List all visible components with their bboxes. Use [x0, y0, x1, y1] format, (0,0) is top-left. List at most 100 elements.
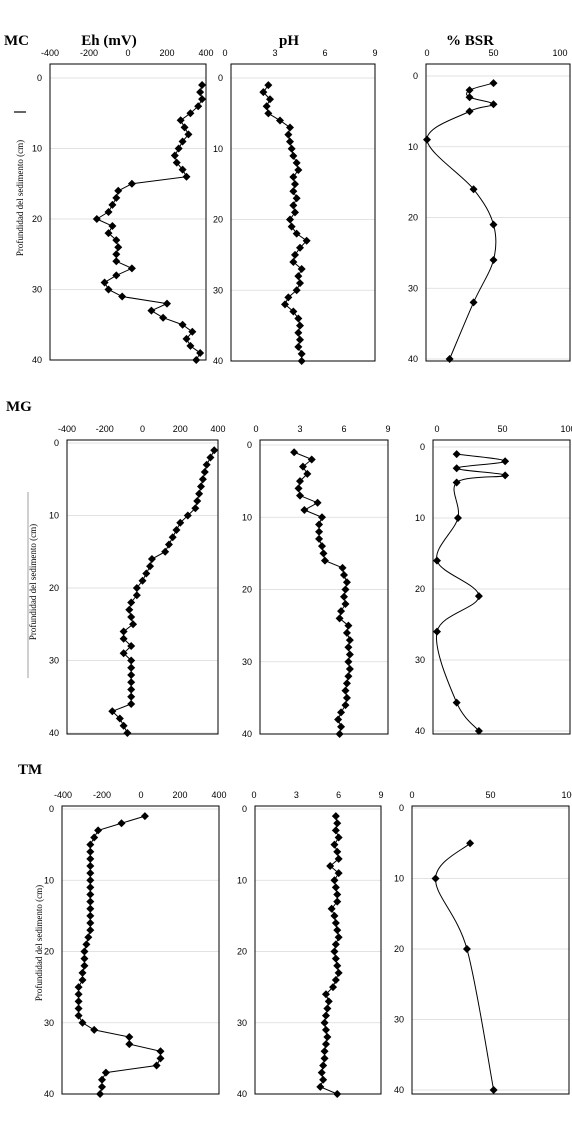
data-point	[342, 693, 351, 702]
data-point	[345, 650, 354, 659]
x-tick-label: 3	[294, 790, 299, 800]
plot-frame	[61, 805, 220, 1095]
data-point	[331, 826, 340, 835]
site-label-tm: TM	[18, 762, 42, 778]
data-point	[452, 478, 461, 487]
panel-mg-eh: -400 -200 0 200 400 0 10 20 30 40	[49, 424, 226, 738]
y-tick-label: 40	[415, 726, 425, 736]
data-point	[331, 976, 340, 984]
data-point	[184, 130, 193, 139]
data-point	[86, 919, 95, 927]
data-point	[331, 954, 340, 963]
data-point	[74, 1011, 83, 1020]
data-point	[292, 194, 301, 203]
data-point	[161, 547, 170, 556]
x-tick-label: -200	[93, 790, 111, 800]
data-point	[344, 672, 353, 681]
data-point	[289, 257, 298, 266]
data-point	[90, 1025, 99, 1034]
data-point	[320, 1054, 329, 1063]
data-point	[127, 671, 136, 679]
data-point	[315, 527, 324, 536]
data-point	[104, 207, 113, 216]
data-point	[330, 840, 339, 849]
data-point	[80, 954, 89, 963]
data-point	[501, 457, 510, 466]
data-point	[296, 477, 304, 486]
data-point	[112, 250, 121, 259]
data-point	[489, 100, 498, 109]
data-point	[320, 1018, 329, 1027]
data-point	[489, 1086, 498, 1094]
data-point	[86, 869, 95, 878]
data-point	[331, 812, 340, 821]
y-tick-label: 10	[213, 144, 223, 154]
series-line	[293, 451, 351, 735]
data-point	[127, 685, 136, 694]
data-point	[320, 1047, 329, 1056]
data-point	[119, 721, 128, 730]
data-point	[431, 874, 440, 883]
data-point	[147, 306, 156, 315]
data-point	[292, 286, 301, 295]
x-tick-label: 0	[251, 790, 256, 800]
data-point	[338, 563, 347, 572]
data-point	[191, 504, 200, 513]
data-point	[474, 727, 483, 735]
data-point	[296, 491, 304, 500]
data-point	[147, 555, 156, 563]
data-point	[178, 320, 187, 329]
data-point	[344, 643, 353, 652]
data-point	[101, 1068, 110, 1077]
data-point	[294, 342, 303, 351]
data-point	[289, 173, 298, 182]
y-tick-label: 20	[32, 214, 42, 224]
x-tick-label: 50	[485, 790, 495, 800]
data-point	[174, 144, 183, 153]
data-point	[202, 460, 211, 469]
data-point	[78, 968, 87, 977]
data-point	[86, 883, 95, 892]
data-point	[206, 453, 215, 462]
y-tick-label: 30	[44, 1018, 54, 1028]
plot-frame	[49, 63, 207, 361]
data-point	[86, 862, 95, 870]
data-point	[170, 151, 179, 160]
data-point	[469, 298, 478, 307]
data-point	[159, 313, 168, 322]
data-point	[297, 357, 306, 365]
data-point	[104, 229, 113, 238]
series-line	[426, 82, 497, 360]
y-tick-label: 0	[413, 71, 418, 81]
data-point	[182, 334, 191, 343]
data-point	[132, 591, 141, 600]
data-point	[316, 1082, 325, 1091]
data-point	[319, 549, 328, 558]
data-point	[337, 708, 346, 717]
data-point	[331, 883, 340, 892]
data-point	[84, 933, 93, 942]
x-tick-label: 200	[159, 48, 174, 58]
y-tick-label: 10	[394, 874, 404, 884]
data-point	[183, 511, 192, 520]
header-bsr: % BSR	[446, 33, 494, 49]
x-tick-label: 0	[125, 48, 130, 58]
data-point	[198, 475, 207, 484]
site-label-mc: MC	[4, 33, 29, 49]
data-point	[341, 701, 350, 710]
data-point	[326, 862, 335, 870]
y-tick-label: 0	[247, 440, 252, 450]
data-point	[176, 518, 185, 527]
data-point	[433, 627, 441, 636]
data-point	[321, 990, 330, 999]
data-point	[86, 911, 95, 920]
x-tick-label: -200	[80, 48, 98, 58]
x-tick-label: 9	[385, 424, 390, 434]
data-point	[294, 165, 303, 174]
y-tick-label: 10	[415, 513, 425, 523]
data-point	[344, 621, 353, 630]
y-tick-label: 10	[32, 144, 42, 154]
data-point	[198, 81, 207, 90]
y-tick-label: 0	[218, 73, 223, 83]
